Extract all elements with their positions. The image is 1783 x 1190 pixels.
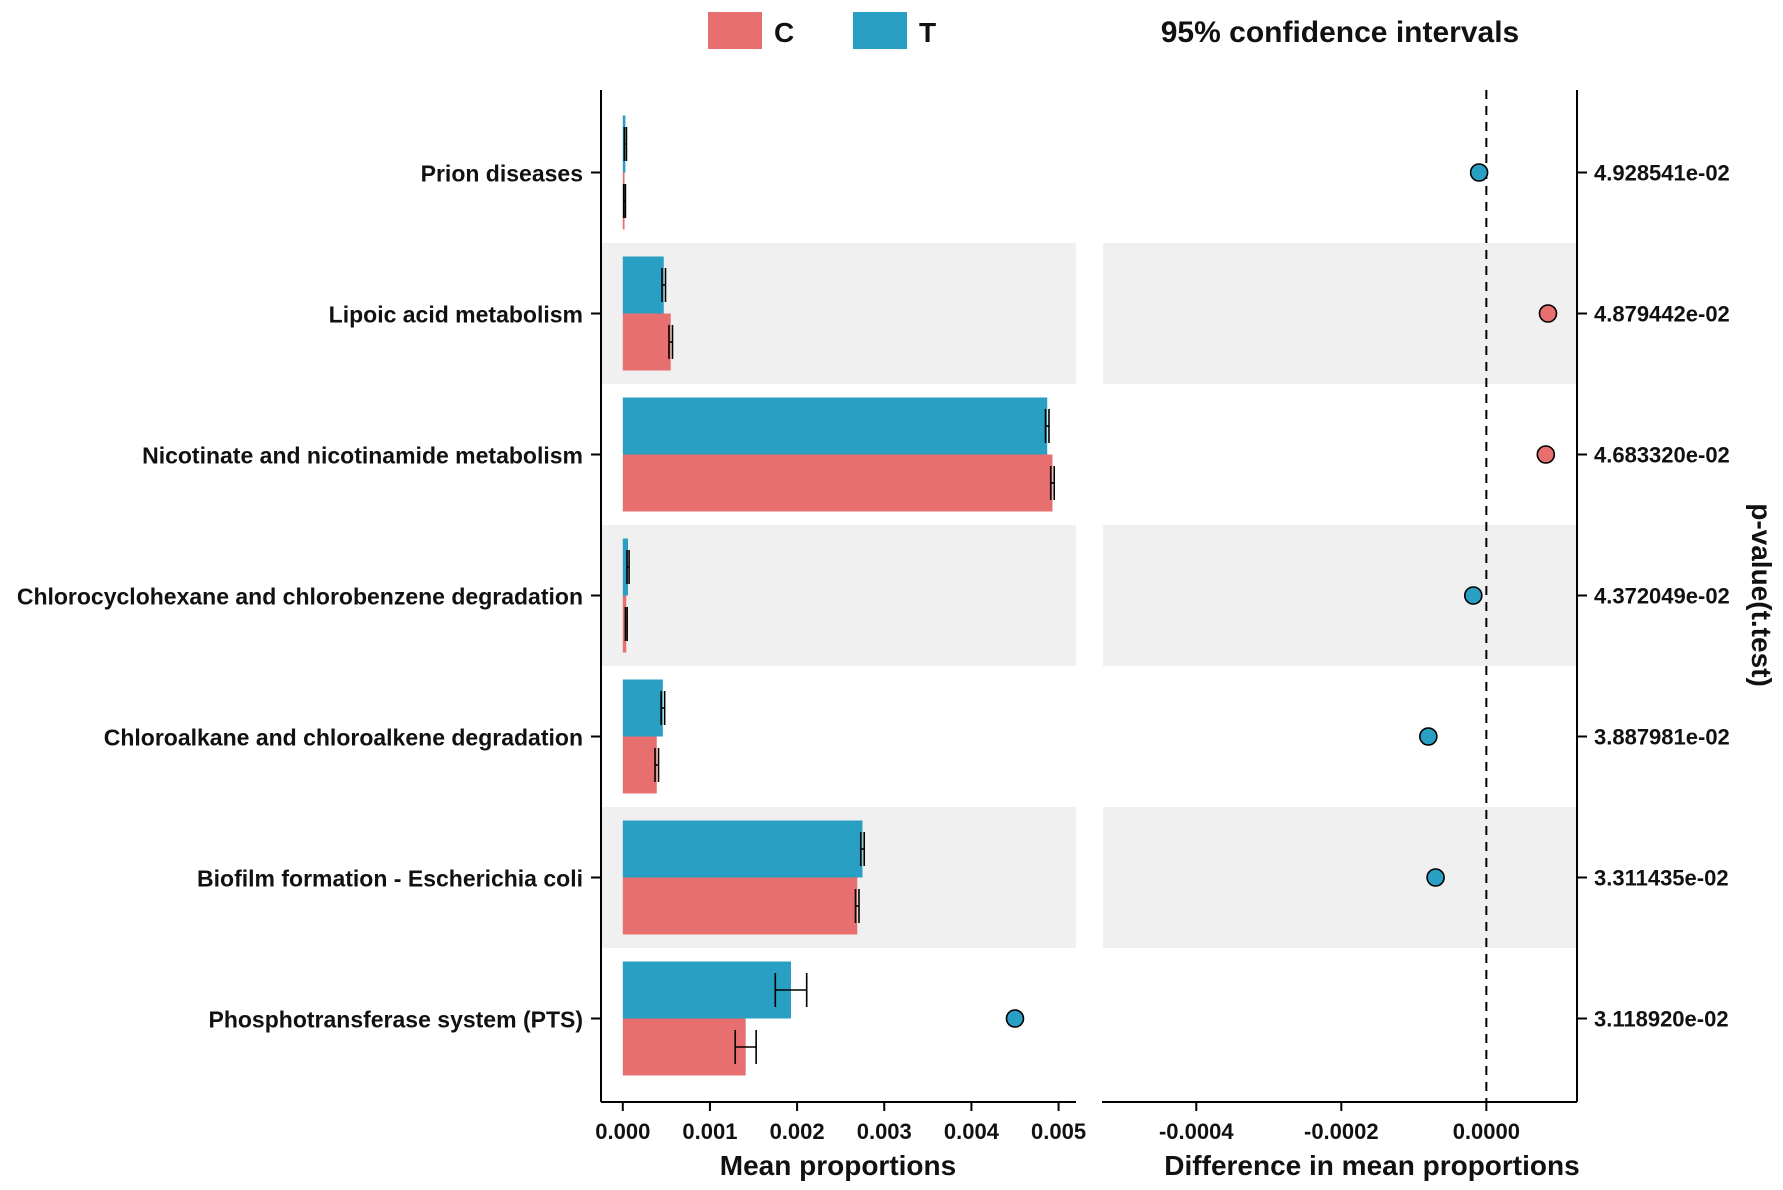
mean-proportions-panel: Prion diseases Lipoic acid metabolism Nico… bbox=[17, 90, 1086, 1144]
legend-swatch-c bbox=[708, 12, 762, 49]
pvalue-axis: 4.928541e-02 4.879442e-02 4.683320e-02 4.37… bbox=[1577, 161, 1730, 1032]
legend-label-c: C bbox=[774, 17, 794, 48]
row-band bbox=[1103, 525, 1577, 666]
category-label: Biofilm formation - Escherichia coli bbox=[197, 866, 583, 892]
difference-point bbox=[1426, 868, 1445, 887]
bar-t bbox=[622, 679, 663, 737]
category-label: Chlorocyclohexane and chlorobenzene degr… bbox=[17, 584, 583, 610]
pvalue-label: 4.928541e-02 bbox=[1594, 161, 1730, 186]
bar-c bbox=[622, 1018, 746, 1076]
difference-point bbox=[1005, 1009, 1025, 1028]
difference-point bbox=[1469, 163, 1489, 182]
left-x-tick-label: 0.000 bbox=[595, 1119, 650, 1144]
category-label: Lipoic acid metabolism bbox=[329, 302, 583, 328]
ci-panel-title: 95% confidence intervals bbox=[1161, 16, 1519, 49]
right-x-tick-label: 0.0000 bbox=[1453, 1119, 1520, 1144]
bar-t bbox=[622, 538, 629, 596]
difference-panel: -0.0004 -0.0002 0.0000 bbox=[1005, 90, 1578, 1144]
row-band bbox=[602, 243, 1076, 384]
bar-c bbox=[622, 313, 671, 371]
difference-point bbox=[1536, 445, 1556, 464]
bar-t bbox=[622, 256, 664, 314]
left-x-tick-label: 0.002 bbox=[770, 1119, 825, 1144]
pvalue-label: 4.879442e-02 bbox=[1594, 302, 1730, 327]
right-x-tick-label: -0.0004 bbox=[1159, 1119, 1234, 1144]
bar-c bbox=[622, 736, 657, 794]
row-band bbox=[602, 525, 1076, 666]
left-x-tick-label: 0.003 bbox=[857, 1119, 912, 1144]
right-x-axis-title: Difference in mean proportions bbox=[1164, 1150, 1579, 1181]
left-x-axis-title: Mean proportions bbox=[720, 1150, 956, 1181]
left-x-tick-label: 0.001 bbox=[682, 1119, 737, 1144]
pvalue-label: 4.683320e-02 bbox=[1594, 443, 1730, 468]
category-label: Chloroalkane and chloroalkene degradatio… bbox=[104, 725, 583, 751]
left-x-tick-label: 0.005 bbox=[1031, 1119, 1086, 1144]
bar-t bbox=[622, 397, 1048, 455]
difference-point bbox=[1538, 304, 1558, 323]
bar-c bbox=[622, 877, 858, 935]
legend-label-t: T bbox=[919, 17, 936, 48]
pvalue-label: 3.311435e-02 bbox=[1594, 866, 1729, 891]
legend-swatch-t bbox=[853, 12, 907, 49]
difference-point bbox=[1419, 727, 1438, 746]
category-label: Nicotinate and nicotinamide metabolism bbox=[142, 443, 583, 469]
pvalue-label: 4.372049e-02 bbox=[1594, 584, 1730, 609]
right-x-tick-label: -0.0002 bbox=[1304, 1119, 1379, 1144]
legend: C T bbox=[708, 12, 936, 49]
bar-c bbox=[622, 454, 1053, 512]
pvalue-label: 3.887981e-02 bbox=[1594, 725, 1730, 750]
pvalue-label: 3.118920e-02 bbox=[1594, 1007, 1729, 1032]
bar-t bbox=[622, 820, 863, 878]
left-x-tick-label: 0.004 bbox=[944, 1119, 1000, 1144]
pvalue-axis-title: p-value(t.test) bbox=[1746, 503, 1777, 687]
difference-point bbox=[1463, 586, 1483, 605]
row-band bbox=[1103, 807, 1577, 948]
category-label: Prion diseases bbox=[421, 161, 583, 187]
row-band bbox=[1103, 243, 1577, 384]
bar-t bbox=[622, 961, 791, 1019]
bar-c bbox=[622, 595, 627, 653]
category-label: Phosphotransferase system (PTS) bbox=[208, 1007, 583, 1033]
